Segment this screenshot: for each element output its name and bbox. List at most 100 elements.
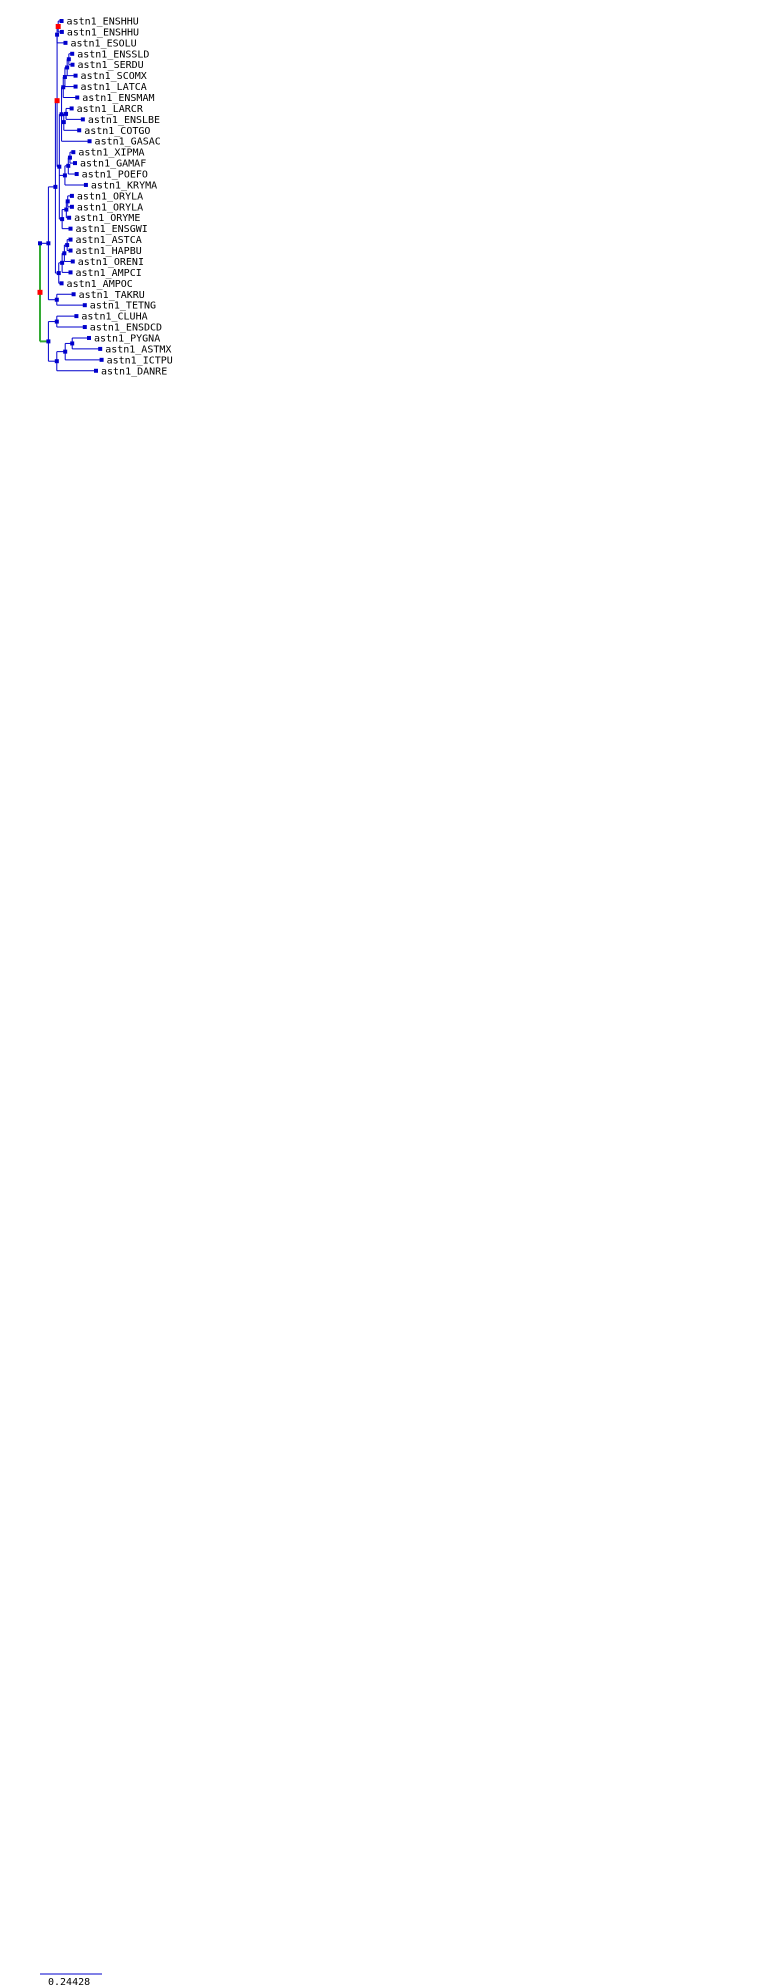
node — [57, 164, 62, 169]
leaf-node — [70, 62, 75, 67]
leaf-label: astn1_GASAC — [95, 137, 161, 148]
leaf-node — [68, 237, 73, 242]
node — [60, 260, 65, 265]
leaf-label: astn1_AMPCI — [76, 268, 142, 279]
node — [67, 155, 72, 160]
leaf-label: astn1_ORYLA — [77, 191, 143, 202]
leaf-node — [73, 161, 77, 166]
leaf-node — [87, 335, 91, 340]
node — [55, 32, 60, 37]
node — [53, 184, 58, 189]
leaf-node — [74, 172, 79, 177]
leaf-label: astn1_LATCA — [81, 82, 147, 93]
leaf-node — [69, 193, 74, 198]
leaf-node — [87, 139, 92, 144]
leaf-node — [68, 226, 73, 231]
leaf-node — [67, 215, 72, 220]
leaf-label: astn1_LARCR — [77, 104, 144, 115]
leaf-node — [83, 182, 88, 187]
leaf-node — [75, 95, 80, 100]
node — [38, 241, 42, 246]
leaf-label: astn1_TAKRU — [79, 290, 145, 301]
node — [66, 57, 71, 62]
node — [62, 251, 67, 256]
node — [62, 173, 67, 178]
leaf-node — [73, 84, 78, 89]
leaf-node — [69, 106, 74, 111]
leaf-node — [82, 325, 87, 330]
leaf-label: astn1_ENSLBE — [88, 115, 160, 126]
leaf-node — [71, 292, 76, 297]
node — [61, 120, 66, 125]
leaf-node — [99, 357, 104, 362]
leaf-node — [68, 270, 73, 275]
leaf-label: astn1_AMPOC — [67, 279, 133, 290]
node — [70, 341, 75, 346]
node — [60, 217, 65, 222]
leaf-node — [98, 346, 103, 351]
node — [56, 271, 61, 276]
leaf-node — [71, 150, 76, 155]
node — [65, 199, 70, 204]
leaf-label: astn1_GAMAF — [80, 159, 146, 170]
leaf-labels: astn1_ENSHHUastn1_ENSHHUastn1_ESOLUastn1… — [67, 17, 173, 378]
node — [66, 163, 71, 168]
leaf-label: astn1_ENSMAM — [82, 93, 154, 104]
leaf-label: astn1_ORENI — [78, 257, 144, 268]
leaf-label: astn1_ENSGWI — [76, 224, 148, 235]
scale-bar: 0.24428 — [40, 1973, 102, 1986]
leaf-label: astn1_ORYLA — [77, 202, 143, 213]
leaf-label: astn1_ESOLU — [70, 38, 136, 49]
leaf-label: astn1_TETNG — [90, 301, 156, 312]
leaf-label: astn1_POEFO — [82, 170, 148, 181]
node — [65, 65, 70, 70]
leaf-node — [70, 51, 75, 56]
leaf-node — [59, 281, 64, 286]
leaf-node — [82, 303, 87, 308]
leaf-label: astn1_ASTCA — [76, 235, 142, 246]
node — [54, 297, 59, 302]
highlight-node — [54, 98, 60, 104]
leaf-node — [59, 19, 64, 23]
leaf-label: astn1_ICTPU — [107, 355, 173, 366]
leaf-node — [63, 40, 68, 45]
leaf-label: astn1_ENSSLD — [77, 49, 149, 60]
leaf-label: astn1_ASTMX — [105, 344, 171, 355]
leaf-label: astn1_HAPBU — [76, 246, 142, 257]
leaf-node — [73, 73, 78, 78]
leaf-label: astn1_DANRE — [101, 366, 167, 377]
node — [54, 319, 59, 324]
highlight-node — [37, 289, 43, 295]
leaf-node — [94, 368, 98, 373]
node — [46, 339, 51, 344]
node — [64, 207, 69, 212]
node — [65, 243, 70, 248]
leaf-label: astn1_XIPMA — [78, 148, 144, 159]
node — [62, 75, 67, 80]
scale-bar-label: 0.24428 — [48, 1977, 90, 1986]
leaf-label: astn1_ORYME — [74, 213, 140, 224]
leaf-label: astn1_PYGNA — [94, 333, 160, 344]
node — [63, 349, 68, 354]
node — [64, 111, 69, 116]
leaf-label: astn1_CLUHA — [81, 312, 147, 323]
node — [59, 112, 64, 117]
leaf-node — [77, 128, 82, 133]
leaf-label: astn1_SCOMX — [81, 71, 147, 82]
leaf-node — [80, 117, 85, 122]
node — [54, 359, 59, 364]
leaf-label: astn1_SERDU — [77, 60, 143, 71]
leaf-label: astn1_ENSDCD — [90, 323, 162, 334]
leaf-node — [70, 259, 75, 264]
leaf-label: astn1_KRYMA — [91, 180, 157, 191]
leaf-label: astn1_ENSHHU — [67, 27, 139, 38]
leaf-label: astn1_ENSHHU — [67, 17, 139, 28]
leaf-node — [68, 248, 73, 253]
leaf-node — [59, 29, 64, 34]
tree-nodes — [37, 19, 104, 373]
node — [46, 241, 51, 246]
leaf-node — [69, 204, 74, 209]
leaf-label: astn1_COTGO — [84, 126, 150, 137]
highlight-node — [55, 23, 61, 29]
